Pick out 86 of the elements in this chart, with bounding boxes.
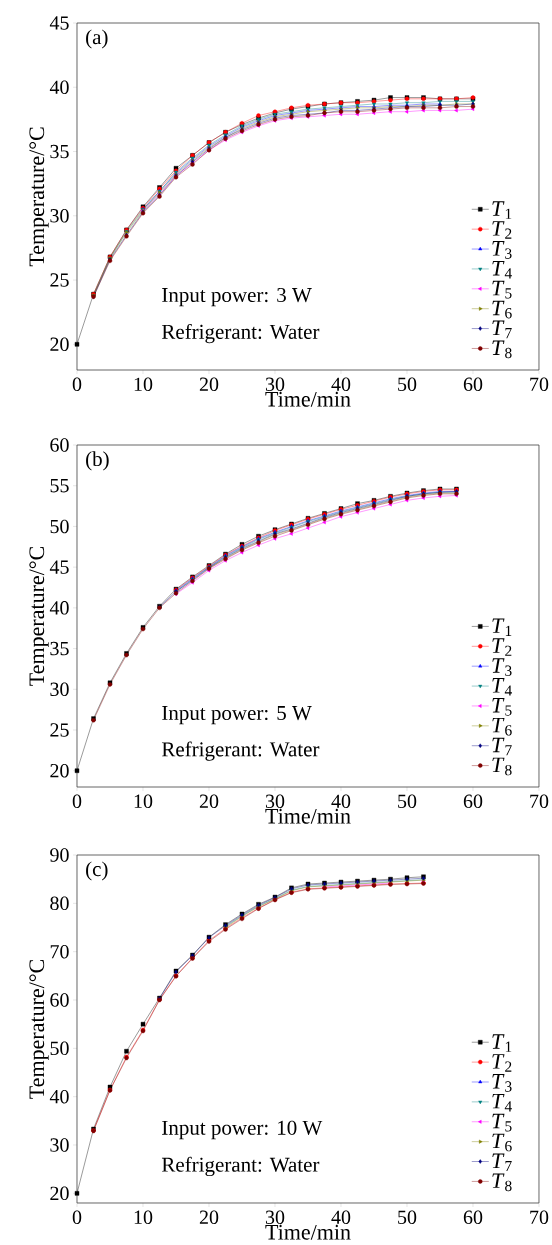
y-tick-label: 30 (50, 682, 69, 697)
x-tick-label: 30 (265, 1210, 285, 1225)
legend-label: T$_{7}$ (492, 320, 512, 339)
legend-label: T$_{1}$ (492, 1034, 512, 1052)
x-tick-label: 20 (199, 377, 219, 392)
y-tick-label: 20 (50, 1186, 69, 1201)
legend-label: T$_{3}$ (492, 241, 512, 259)
legend-label: T$_{6}$ (492, 717, 512, 736)
x-tick-label: 20 (199, 794, 219, 809)
x-tick-label: 70 (530, 1210, 549, 1225)
y-tick-label: 35 (50, 641, 69, 656)
x-tick-label: 20 (199, 1210, 219, 1225)
y-tick-label: 60 (50, 993, 69, 1007)
legend-label: T$_{2}$ (492, 638, 512, 656)
x-tick-label: 70 (530, 377, 549, 392)
x-axis-title: Time/min (265, 808, 351, 824)
legend-label: T$_{7}$ (492, 1153, 512, 1172)
x-tick-label: 40 (331, 794, 351, 809)
y-tick-label: 45 (49, 16, 69, 30)
legend-label: T$_{3}$ (492, 658, 512, 676)
y-tick-label: 20 (50, 337, 69, 352)
legend-label: T$_{4}$ (492, 260, 512, 279)
annotation: (b) (85, 451, 109, 471)
legend-label: T$_{1}$ (492, 201, 512, 219)
x-tick-label: 50 (398, 794, 417, 809)
y-tick-label: 80 (50, 896, 69, 911)
annotation: Input power: 3 W (161, 287, 312, 307)
annotation: Refrigerant: Water (161, 1156, 320, 1177)
legend-label: T$_{6}$ (492, 300, 512, 319)
y-tick-label: 30 (50, 209, 69, 223)
y-axis-title: Temperature/°C (29, 127, 49, 267)
legend-label: T$_{8}$ (492, 340, 512, 359)
x-tick-label: 0 (72, 377, 82, 392)
y-tick-label: 50 (50, 1041, 69, 1056)
annotation: Input power: 10 W (161, 1120, 323, 1140)
y-tick-label: 30 (50, 1138, 69, 1152)
annotation: (c) (85, 861, 108, 881)
legend-label: T$_{5}$ (492, 698, 512, 716)
x-tick-label: 30 (265, 794, 285, 809)
legend-label: T$_{3}$ (492, 1074, 512, 1092)
x-axis-title: Time/min (265, 391, 351, 407)
legend-label: T$_{5}$ (492, 280, 512, 299)
y-tick-label: 25 (50, 723, 69, 737)
legend-label: T$_{8}$ (492, 1173, 512, 1192)
y-axis-title: Temperature/°C (29, 959, 49, 1099)
x-tick-label: 40 (331, 377, 351, 392)
legend-label: T$_{5}$ (492, 1113, 512, 1132)
y-tick-label: 20 (50, 763, 69, 778)
y-tick-label: 45 (49, 560, 69, 574)
x-tick-label: 0 (72, 1210, 82, 1225)
legend-label: T$_{1}$ (492, 618, 512, 636)
y-tick-label: 90 (49, 848, 69, 862)
legend-label: T$_{8}$ (492, 757, 512, 776)
legend-label: T$_{2}$ (492, 221, 512, 239)
x-tick-label: 70 (530, 794, 549, 809)
y-tick-label: 50 (50, 519, 69, 534)
x-axis-title: Time/min (265, 1224, 351, 1240)
legend-label: T$_{6}$ (492, 1133, 512, 1152)
x-tick-label: 60 (463, 794, 483, 809)
y-axis-title: Temperature/°C (29, 546, 49, 686)
x-tick-label: 10 (134, 377, 153, 392)
y-tick-label: 40 (49, 80, 69, 95)
x-tick-label: 30 (265, 377, 285, 392)
x-tick-label: 60 (463, 377, 483, 392)
annotation: Refrigerant: Water (161, 323, 320, 344)
annotation: Input power: 5 W (161, 706, 312, 725)
x-tick-label: 60 (463, 1210, 483, 1225)
x-tick-label: 40 (331, 1210, 351, 1225)
x-tick-label: 10 (134, 1210, 153, 1225)
y-tick-label: 40 (49, 601, 69, 615)
x-tick-label: 0 (72, 794, 82, 809)
legend-label: T$_{7}$ (492, 737, 512, 756)
x-tick-label: 10 (134, 794, 153, 809)
legend-label: T$_{4}$ (492, 1093, 512, 1112)
x-tick-label: 50 (398, 1210, 417, 1225)
legend-label: T$_{4}$ (492, 678, 512, 696)
legend-label: T$_{2}$ (492, 1054, 512, 1072)
y-tick-label: 70 (50, 944, 69, 959)
annotation: (a) (85, 29, 108, 49)
x-tick-label: 50 (398, 377, 417, 392)
annotation: Refrigerant: Water (161, 741, 320, 761)
y-tick-label: 40 (49, 1089, 69, 1104)
y-tick-label: 60 (50, 438, 69, 452)
y-tick-label: 55 (50, 479, 69, 493)
y-tick-label: 35 (50, 144, 69, 159)
y-tick-label: 25 (50, 273, 69, 287)
